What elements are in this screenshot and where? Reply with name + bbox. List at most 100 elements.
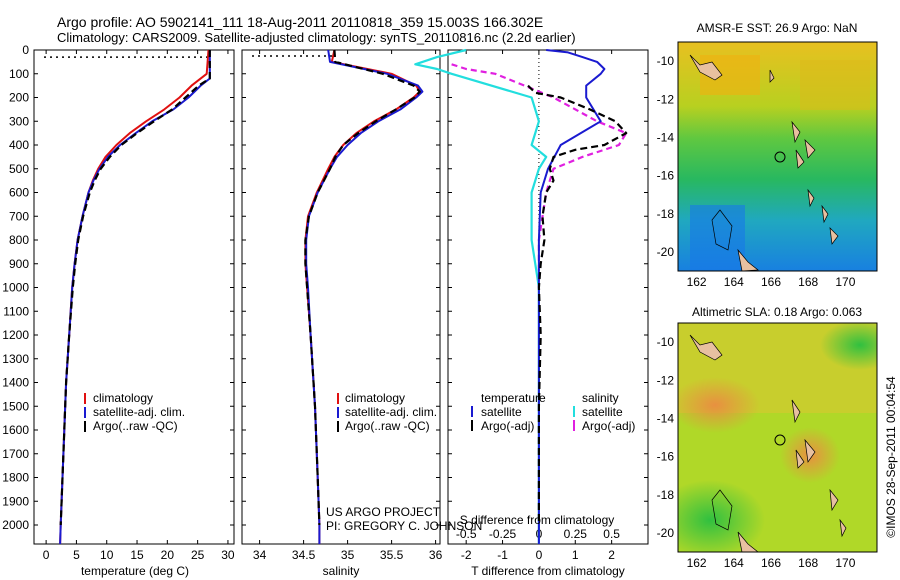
ytick-label: 300	[9, 114, 29, 128]
xtick-label: 30	[221, 548, 235, 562]
salinity-panel-frame	[241, 49, 441, 545]
series-line-t-satellite	[537, 49, 606, 544]
ytick-label: 400	[9, 138, 29, 152]
difference-legend: temperature satellite Argo(-adj) salinit…	[471, 391, 635, 433]
project-note-line1: US ARGO PROJECT	[326, 505, 441, 519]
series-line-s-argo	[451, 63, 628, 288]
sst-map-ytick-label: -20	[657, 245, 675, 259]
xtick-label: 35	[341, 548, 355, 562]
legend-label-satellite: satellite-adj. clim.	[93, 405, 185, 419]
xtick-label-t: -1	[497, 548, 508, 562]
sla-map-ytick-label: -16	[657, 450, 675, 464]
legend-label-t-argo: Argo(-adj)	[481, 419, 534, 433]
sla-map-ytick-label: -14	[657, 411, 675, 425]
project-note-line2: PI: GREGORY C. JOHNSON	[326, 519, 482, 533]
sla-map-xtick-label: 164	[724, 556, 744, 570]
ytick-label: 800	[9, 233, 29, 247]
xtick-label-s: -0.25	[489, 527, 517, 541]
sst-map-xtick-label: 162	[687, 275, 707, 289]
sst-map-image	[678, 42, 877, 271]
xtick-label-t: 0	[536, 548, 543, 562]
salinity-legend: climatology satellite-adj. clim. Argo(..…	[337, 391, 437, 433]
xtick-label: 36	[429, 548, 443, 562]
sst-map-ytick-label: -14	[657, 130, 675, 144]
figure-title: Argo profile: AO 5902141_111 18-Aug-2011…	[57, 14, 544, 30]
xtick-label: 15	[130, 548, 144, 562]
legend-label-climatology: climatology	[345, 391, 405, 405]
xtick-label-s: -0.5	[456, 527, 477, 541]
sla-map-ytick-label: -12	[657, 373, 675, 387]
xtick-label: 20	[161, 548, 175, 562]
legend-label-satellite: satellite-adj. clim.	[345, 405, 437, 419]
legend-label-t-satellite: satellite	[481, 405, 522, 419]
difference-xlabel: T difference from climatology	[471, 564, 625, 578]
sla-map-xtick-label: 168	[798, 556, 818, 570]
xtick-label-s: 0.25	[564, 527, 588, 541]
sst-map-ytick-label: -10	[657, 54, 675, 68]
legend-label-argo: Argo(..raw -QC)	[93, 419, 178, 433]
ytick-label: 700	[9, 209, 29, 223]
legend-heading-temperature: temperature	[481, 391, 546, 405]
xtick-label-t: -2	[461, 548, 472, 562]
xtick-label: 34	[253, 548, 267, 562]
ytick-label: 1800	[2, 471, 29, 485]
ytick-label: 1600	[2, 423, 29, 437]
temperature-panel-frame	[33, 49, 235, 545]
sst-map-xtick-label: 166	[761, 275, 781, 289]
xtick-label-t: 1	[572, 548, 579, 562]
ytick-label: 1100	[3, 304, 29, 318]
sla-map-ytick-label: -10	[657, 335, 675, 349]
sst-map-ytick-label: -12	[657, 92, 675, 106]
xtick-label: 35.5	[380, 548, 404, 562]
argo-float-marker	[774, 151, 786, 163]
sla-map-title: Altimetric SLA: 0.18 Argo: 0.063	[692, 305, 862, 319]
sla-map-ytick-label: -18	[657, 488, 675, 502]
ytick-label: 0	[22, 43, 29, 57]
legend-label-argo: Argo(..raw -QC)	[345, 419, 430, 433]
series-line-t-argo	[527, 84, 628, 525]
sla-map-ytick-label: -20	[657, 526, 675, 540]
xtick-label: 34.5	[292, 548, 316, 562]
ytick-label: 100	[9, 67, 29, 81]
xtick-label-t: 2	[608, 548, 615, 562]
legend-label-climatology: climatology	[93, 391, 153, 405]
difference-xlabel-top: S difference from climatology	[460, 513, 615, 527]
xtick-label: 25	[191, 548, 205, 562]
timestamp-sidebar: ©IMOS 28-Sep-2011 00:04:54	[881, 370, 899, 550]
figure-subtitle: Climatology: CARS2009. Satellite-adjuste…	[57, 30, 576, 45]
sla-map-image	[678, 323, 877, 552]
sst-map-ytick-label: -16	[657, 169, 675, 183]
sst-map-ytick-label: -18	[657, 207, 675, 221]
ytick-label: 1300	[2, 352, 29, 366]
legend-heading-salinity: salinity	[582, 391, 619, 405]
series-line-s-satellite	[414, 48, 548, 544]
sst-map-xtick-label: 170	[835, 275, 855, 289]
ytick-label: 1500	[2, 399, 29, 413]
temperature-xlabel: temperature (deg C)	[81, 564, 189, 578]
sla-map-xtick-label: 170	[835, 556, 855, 570]
legend-label-s-satellite: satellite	[582, 405, 623, 419]
ytick-label: 1000	[2, 281, 29, 295]
sla-map-frame	[677, 322, 878, 553]
ytick-label: 600	[9, 186, 29, 200]
sst-map-xtick-label: 164	[724, 275, 744, 289]
xtick-label: 10	[100, 548, 114, 562]
ytick-label: 500	[9, 162, 29, 176]
sla-map-xtick-label: 162	[687, 556, 707, 570]
ytick-label: 1400	[2, 376, 29, 390]
xtick-label: 0	[43, 548, 50, 562]
xtick-label: 5	[73, 548, 80, 562]
sla-map-xtick-label: 166	[761, 556, 781, 570]
xtick-label-s: 0.5	[603, 527, 620, 541]
argo-float-marker	[774, 434, 786, 446]
salinity-xlabel: salinity	[323, 564, 360, 578]
ytick-label: 1900	[2, 494, 29, 508]
ytick-label: 1200	[2, 328, 29, 342]
timestamp: ©IMOS 28-Sep-2011 00:04:54	[884, 376, 898, 538]
ytick-label: 200	[9, 91, 29, 105]
sst-map-title: AMSR-E SST: 26.9 Argo: NaN	[697, 21, 858, 35]
series-line-argo	[304, 49, 421, 526]
ytick-label: 2000	[2, 518, 29, 532]
ytick-label: 900	[9, 257, 29, 271]
